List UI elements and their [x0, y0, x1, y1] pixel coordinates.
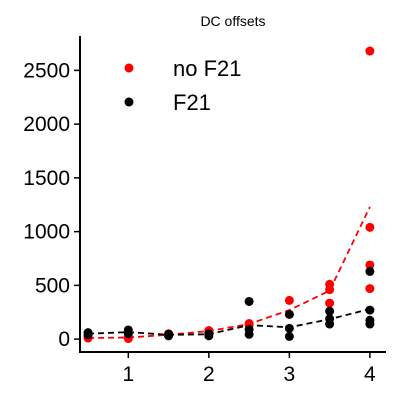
data-point-f21 — [164, 329, 174, 339]
y-tick-label: 500 — [35, 274, 70, 297]
trend-layer — [88, 206, 371, 339]
trend-line-no-f21 — [88, 206, 371, 339]
data-point-no-f21 — [365, 46, 375, 56]
chart-title: DC offsets — [200, 13, 265, 29]
data-point-f21 — [365, 315, 375, 325]
data-point-no-f21 — [325, 279, 335, 289]
x-tick-label: 1 — [122, 363, 134, 386]
legend: no F21 F21 — [124, 56, 242, 115]
data-point-f21 — [284, 331, 294, 341]
data-point-f21 — [204, 329, 214, 339]
data-point-f21 — [123, 325, 133, 335]
data-point-f21 — [284, 309, 294, 319]
x-tick-label: 4 — [364, 363, 376, 386]
data-point-no-f21 — [325, 298, 335, 308]
legend-label-f21: F21 — [173, 90, 211, 115]
data-point-f21 — [325, 306, 335, 316]
legend-label-no-f21: no F21 — [173, 56, 242, 81]
y-tick-label: 1000 — [23, 221, 70, 244]
data-point-f21 — [325, 314, 335, 324]
data-point-no-f21 — [365, 260, 375, 270]
trend-line-f21 — [88, 308, 371, 336]
data-point-no-f21 — [284, 295, 294, 305]
data-point-f21 — [83, 328, 93, 338]
data-point-no-f21 — [365, 284, 375, 294]
data-point-f21 — [284, 323, 294, 333]
legend-marker-f21 — [124, 97, 134, 107]
data-point-f21 — [244, 324, 254, 334]
axes-layer: 0 500 1000 1500 2000 2500 1 2 3 4 — [23, 36, 386, 386]
data-point-f21 — [365, 266, 375, 276]
y-tick-label: 1500 — [23, 167, 70, 190]
data-point-f21 — [365, 305, 375, 315]
x-tick-label: 2 — [203, 363, 215, 386]
y-tick-label: 2000 — [23, 113, 70, 136]
x-tick-label: 3 — [284, 363, 296, 386]
points-layer — [83, 46, 375, 344]
y-tick-label: 2500 — [23, 59, 70, 82]
legend-marker-no-f21 — [124, 63, 134, 73]
data-point-f21 — [244, 296, 254, 306]
y-tick-label: 0 — [58, 328, 70, 351]
data-point-no-f21 — [365, 222, 375, 232]
